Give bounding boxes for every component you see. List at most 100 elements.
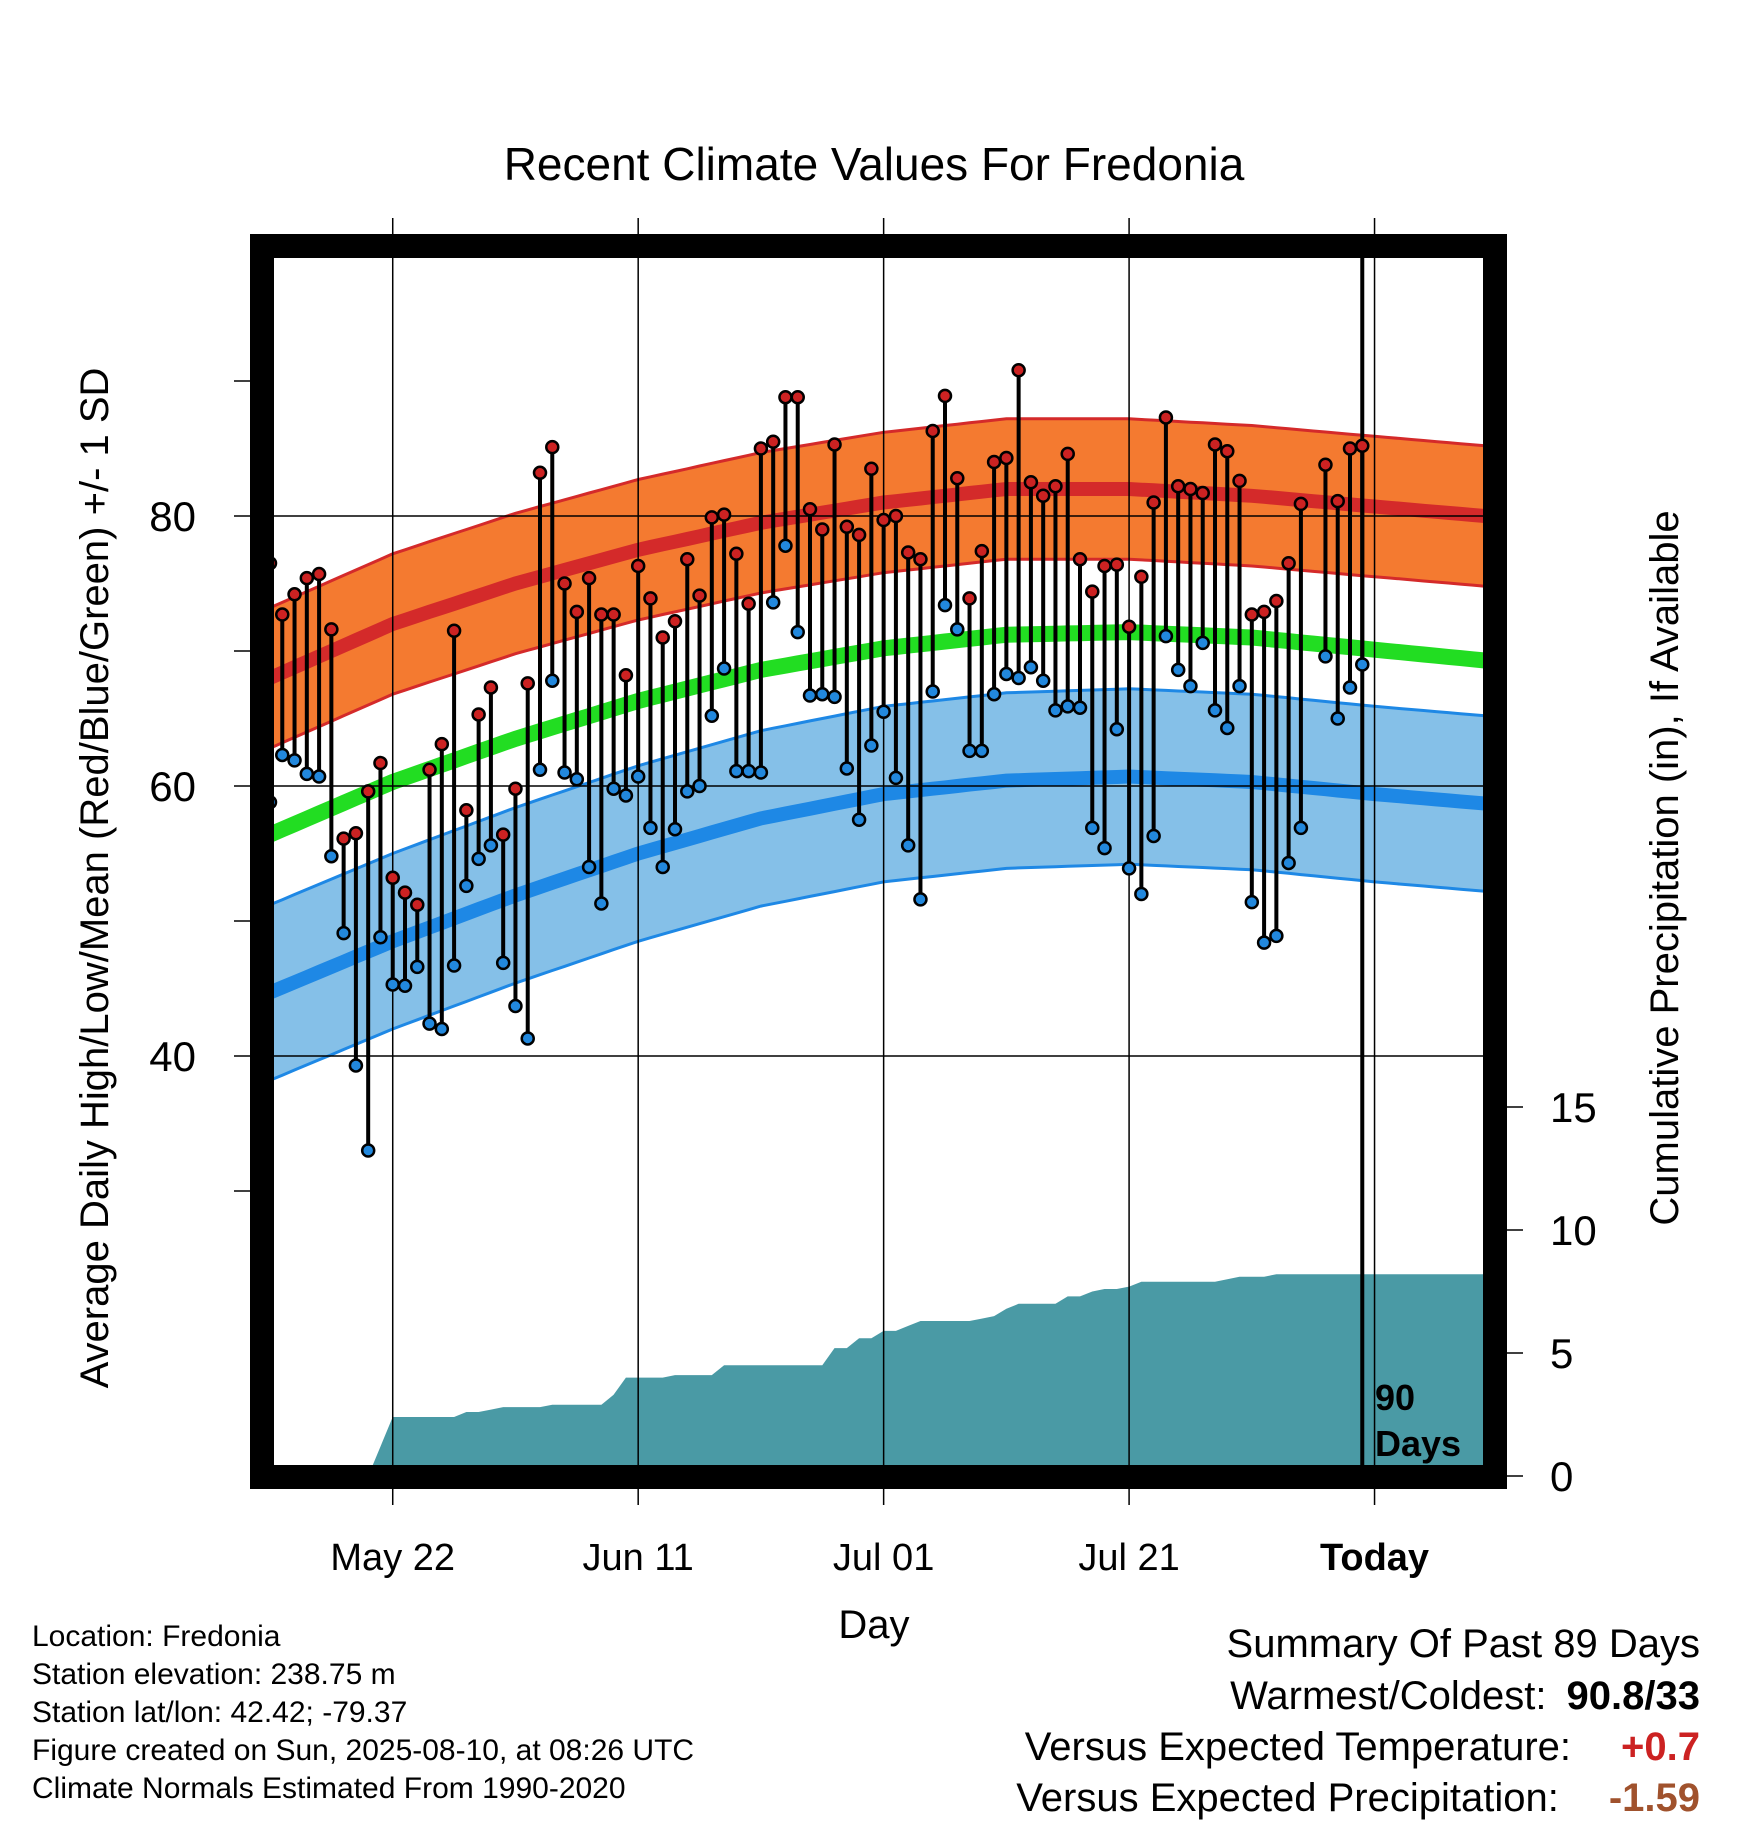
- daily-low-point: [336, 925, 351, 941]
- daily-low-point: [434, 1021, 450, 1037]
- daily-low-point: [360, 1143, 376, 1158]
- daily-low-point: [974, 743, 990, 759]
- daily-low-point: [1072, 700, 1088, 715]
- daily-low-point: [446, 958, 462, 973]
- daily-high-point: [900, 545, 916, 560]
- daily-low-point: [1146, 828, 1161, 844]
- daily-high-point: [876, 512, 891, 528]
- daily-low-point: [630, 769, 646, 784]
- daily-high-point: [667, 614, 683, 629]
- daily-high-point: [581, 570, 597, 586]
- daily-low-point: [741, 763, 756, 779]
- precip-label: Versus Expected Precipitation:: [1016, 1776, 1559, 1820]
- daily-high-point: [815, 522, 830, 537]
- daily-high-point: [459, 803, 474, 818]
- daily-low-point: [1195, 635, 1210, 651]
- low-sd-upper-edge: [269, 687, 1486, 907]
- daily-high-point: [360, 784, 376, 799]
- daily-high-point: [410, 897, 425, 913]
- cumulative-precip-area: [270, 1274, 1485, 1472]
- daily-low-point: [594, 896, 609, 911]
- daily-low-point: [1318, 649, 1333, 664]
- daily-low-point: [508, 998, 523, 1014]
- daily-high-point: [1170, 479, 1186, 494]
- daily-high-point: [729, 546, 744, 562]
- daily-low-point: [999, 666, 1014, 682]
- daily-low-point: [348, 1058, 364, 1073]
- daily-high-point: [434, 736, 450, 752]
- daily-high-point: [1109, 557, 1125, 572]
- daily-high-point: [495, 827, 511, 842]
- daily-high-point: [1097, 558, 1112, 574]
- daily-low-point: [1097, 840, 1112, 856]
- daily-low-point: [1011, 670, 1026, 686]
- daily-high-point: [520, 676, 535, 691]
- daily-high-point: [1355, 438, 1370, 454]
- daily-low-point: [925, 684, 940, 699]
- daily-high-point: [1269, 593, 1284, 609]
- daily-high-point: [1060, 446, 1075, 462]
- daily-low-point: [962, 743, 977, 759]
- low-sd-lower-edge: [269, 862, 1486, 1082]
- daily-low-point: [1170, 662, 1186, 678]
- high-sd-band: [270, 418, 1485, 749]
- daily-high-point: [373, 755, 388, 771]
- daily-low-point: [1207, 703, 1223, 718]
- daily-high-point: [557, 576, 572, 591]
- daily-low-point: [704, 708, 720, 724]
- today-label-days-word: Days: [1375, 1423, 1461, 1464]
- daily-high-point: [1072, 551, 1088, 567]
- daily-high-point: [446, 623, 462, 638]
- summary-precip: Versus Expected Precipitation: -1.59: [1016, 1776, 1700, 1821]
- daily-low-point: [471, 851, 486, 867]
- daily-low-point: [655, 859, 670, 875]
- daily-high-point: [287, 587, 302, 602]
- y-right-axis-label: Cumulative Precipitation (in), If Availa…: [1643, 510, 1687, 1225]
- elevation-text: Station elevation: 238.75 m: [32, 1658, 396, 1691]
- daily-high-point: [275, 607, 290, 622]
- daily-low-point: [1342, 680, 1358, 695]
- daily-high-point: [1035, 488, 1051, 503]
- axes: 40 60 80 0 5 10 15 May 22 Jun 11 Jul 01 Jul 21 Toda…: [149, 218, 1597, 1579]
- daily-low-point: [581, 859, 597, 875]
- daily-low-point: [1232, 678, 1247, 694]
- y-right-tick-label: 5: [1550, 1330, 1573, 1377]
- daily-low-point: [397, 978, 413, 994]
- x-tick-label: May 22: [330, 1537, 455, 1579]
- daily-high-point: [594, 607, 609, 622]
- location-text: Location: Fredonia: [32, 1620, 281, 1653]
- daily-low-point: [913, 892, 928, 907]
- daily-observations: [262, 362, 1370, 1158]
- daily-high-point: [1134, 569, 1149, 584]
- daily-high-point: [913, 551, 928, 567]
- x-tick-label: Today: [1320, 1537, 1429, 1579]
- daily-high-point: [311, 566, 327, 582]
- normal-low-line: [268, 769, 1486, 999]
- normals-text: Climate Normals Estimated From 1990-2020: [32, 1772, 626, 1805]
- daily-low-point: [459, 878, 474, 894]
- daily-low-point: [1220, 720, 1235, 736]
- normal-high-line: [268, 482, 1486, 685]
- daily-low-point: [1158, 628, 1174, 644]
- daily-high-point: [508, 781, 523, 796]
- daily-high-point: [802, 502, 818, 517]
- daily-low-point: [937, 597, 953, 613]
- daily-high-point: [1244, 607, 1260, 622]
- high-sd-upper-edge: [269, 417, 1486, 610]
- daily-high-point: [471, 707, 486, 722]
- daily-low-point: [532, 762, 548, 778]
- daily-high-point: [643, 591, 658, 606]
- precip-value: -1.59: [1608, 1776, 1700, 1820]
- daily-high-point: [1342, 441, 1358, 456]
- daily-high-point: [1048, 479, 1063, 494]
- daily-high-point: [864, 461, 879, 476]
- today-label-days-count: 90: [1375, 1377, 1415, 1418]
- daily-high-point: [569, 604, 585, 620]
- y-left-axis-label: Average Daily High/Low/Mean (Red/Blue/Gr…: [73, 368, 117, 1389]
- daily-low-point: [1183, 678, 1198, 694]
- daily-low-point: [900, 838, 916, 853]
- daily-low-point: [275, 747, 290, 763]
- daily-low-point: [311, 769, 327, 784]
- y-right-tick-label: 15: [1550, 1084, 1597, 1131]
- y-left-tick-label: 80: [149, 493, 196, 540]
